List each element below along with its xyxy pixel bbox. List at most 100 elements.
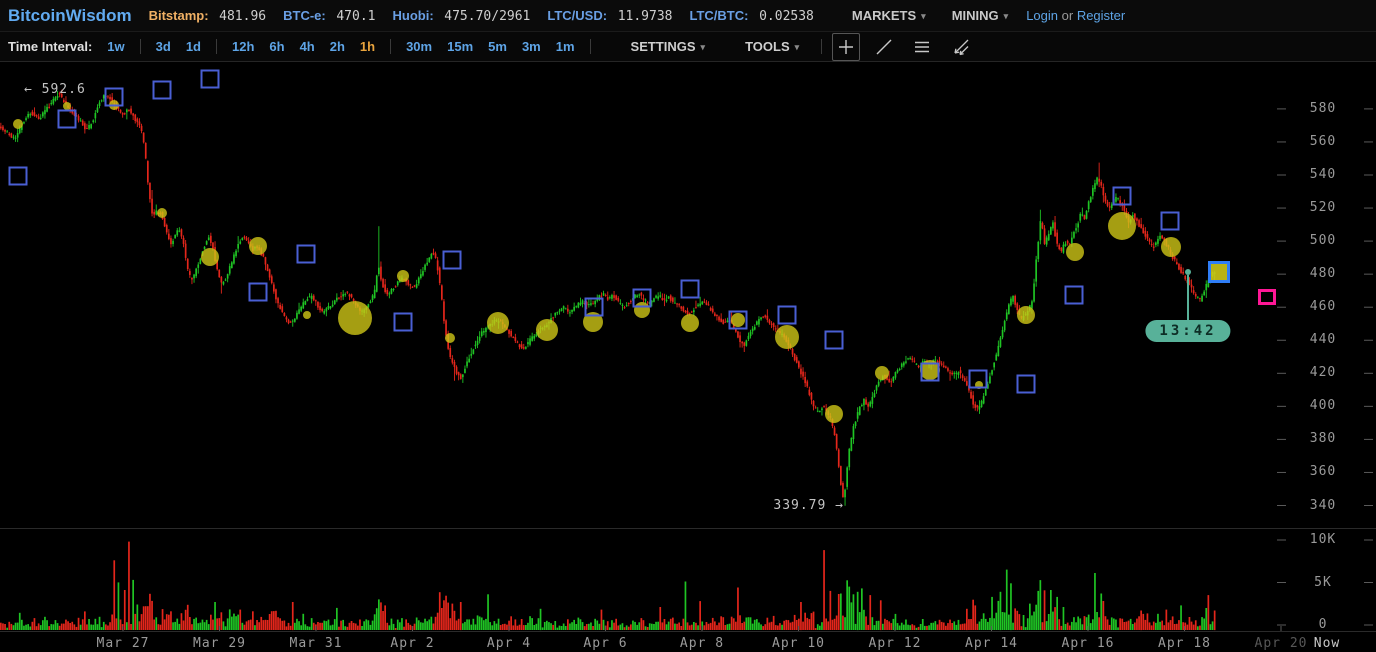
settings-menu[interactable]: SETTINGS ▾ [630, 39, 706, 54]
interval-3d[interactable]: 3d [155, 39, 171, 54]
interval-30m[interactable]: 30m [406, 39, 433, 54]
date-tick-label: Apr 8 [679, 636, 725, 651]
date-tick-label: Apr 18 [1158, 636, 1211, 651]
day-marker-circle[interactable] [13, 119, 23, 129]
ticker-label: LTC/USD: [547, 7, 608, 23]
day-marker-circle[interactable] [681, 314, 699, 332]
day-marker-circle[interactable] [63, 102, 71, 110]
day-marker-square[interactable] [104, 87, 124, 107]
interval-3m[interactable]: 3m [521, 39, 541, 54]
price-tick-label: 560 [1309, 133, 1337, 149]
auth-links: Login or Register [1026, 8, 1125, 23]
interval-1d[interactable]: 1d [185, 39, 201, 54]
day-marker-circle[interactable] [775, 325, 799, 349]
day-marker-square[interactable] [632, 288, 652, 308]
day-marker-circle[interactable] [875, 366, 889, 380]
interval-15m[interactable]: 15m [447, 39, 474, 54]
date-tick-label: Apr 14 [965, 636, 1018, 651]
horizontal-lines-icon [915, 41, 930, 52]
day-marker-square[interactable] [1112, 186, 1132, 206]
day-marker-square[interactable] [200, 69, 220, 89]
day-marker-circle[interactable] [1017, 306, 1035, 324]
interval-1h[interactable]: 1h [359, 39, 376, 54]
price-tick-label: 360 [1309, 464, 1337, 480]
date-tick-label: Mar 27 [96, 636, 150, 651]
interval-1w[interactable]: 1w [107, 39, 125, 54]
divider [215, 39, 217, 54]
day-marker-square[interactable] [728, 310, 748, 330]
day-marker-square[interactable] [8, 166, 28, 186]
login-link[interactable]: Login [1026, 8, 1058, 23]
day-marker-square[interactable] [248, 282, 268, 302]
markets-menu[interactable]: MARKETS ▾ [851, 8, 926, 23]
day-marker-circle[interactable] [201, 248, 219, 266]
tools-menu[interactable]: TOOLS ▾ [745, 39, 800, 54]
day-marker-circle[interactable] [445, 333, 455, 343]
day-marker-circle[interactable] [634, 302, 650, 318]
logo[interactable]: BitcoinWisdom [8, 5, 132, 25]
interval-1m[interactable]: 1m [555, 39, 575, 54]
low-price-label: 339.79 → [773, 498, 844, 513]
active-day-marker[interactable] [1208, 261, 1230, 283]
countdown-dot [1185, 269, 1191, 275]
day-marker-square[interactable] [1160, 211, 1180, 231]
day-marker-square[interactable] [442, 250, 462, 270]
interval-6h[interactable]: 6h [269, 39, 285, 54]
date-tick-label: Mar 31 [289, 636, 343, 651]
day-marker-circle[interactable] [157, 208, 167, 218]
pink-marker[interactable] [1258, 289, 1276, 305]
day-marker-square[interactable] [1016, 374, 1036, 394]
ticker-bitstamp[interactable]: Bitstamp: 481.96 [149, 8, 267, 24]
day-markers [8, 69, 1276, 423]
crosshair-tool-button[interactable] [832, 32, 861, 61]
countdown-line [1187, 275, 1189, 320]
divider [139, 39, 141, 54]
mining-menu[interactable]: MINING ▾ [951, 8, 1009, 23]
day-marker-circle[interactable] [487, 312, 509, 334]
day-marker-square[interactable] [57, 109, 77, 129]
ticker-huobi[interactable]: Huobi: 475.70/2961 [393, 8, 531, 24]
day-marker-circle[interactable] [731, 313, 745, 327]
now-label: Now [1313, 636, 1341, 651]
day-marker-circle[interactable] [1161, 237, 1181, 257]
date-tick-label: Apr 12 [868, 636, 922, 651]
day-marker-circle[interactable] [303, 311, 311, 319]
day-marker-circle[interactable] [920, 360, 940, 380]
angle-fan-tool-button[interactable] [946, 33, 974, 61]
day-marker-circle[interactable] [1066, 243, 1084, 261]
day-marker-circle[interactable] [825, 405, 843, 423]
ticker-label: BTC-e: [283, 7, 326, 23]
day-marker-square[interactable] [296, 244, 316, 264]
trendline-tool-button[interactable] [870, 33, 898, 61]
day-marker-circle[interactable] [536, 319, 558, 341]
day-marker-square[interactable] [584, 297, 604, 317]
day-marker-square[interactable] [393, 312, 413, 332]
day-marker-square[interactable] [824, 330, 844, 350]
horizontal-lines-tool-button[interactable] [908, 33, 936, 61]
day-marker-square[interactable] [1064, 285, 1084, 305]
price-tick-label: 480 [1309, 266, 1337, 282]
interval-4h[interactable]: 4h [299, 39, 315, 54]
tool-icons [821, 32, 974, 61]
interval-2h[interactable]: 2h [329, 39, 345, 54]
exchange-tickers: Bitstamp: 481.96 BTC-e: 470.1 Huobi: 475… [149, 8, 814, 24]
ticker-btce[interactable]: BTC-e: 470.1 [283, 8, 375, 24]
price-tick-label: 500 [1309, 233, 1337, 249]
ticker-ltcbtc[interactable]: LTC/BTC: 0.02538 [690, 8, 814, 24]
day-marker-square[interactable] [968, 369, 988, 389]
day-marker-circle[interactable] [397, 270, 409, 282]
day-marker-circle[interactable] [249, 237, 267, 255]
day-marker-square[interactable] [680, 279, 700, 299]
divider [390, 39, 392, 54]
day-marker-circle[interactable] [338, 301, 372, 335]
day-marker-square[interactable] [777, 305, 797, 325]
interval-5m[interactable]: 5m [488, 39, 507, 54]
price-volume-chart[interactable] [0, 62, 1376, 652]
day-marker-square[interactable] [152, 80, 172, 100]
day-marker-square[interactable] [920, 362, 940, 382]
register-link[interactable]: Register [1076, 8, 1126, 23]
day-marker-circle[interactable] [1108, 212, 1136, 240]
ticker-ltcusd[interactable]: LTC/USD: 11.9738 [547, 8, 672, 24]
day-marker-circle[interactable] [583, 312, 603, 332]
interval-12h[interactable]: 12h [231, 39, 255, 54]
